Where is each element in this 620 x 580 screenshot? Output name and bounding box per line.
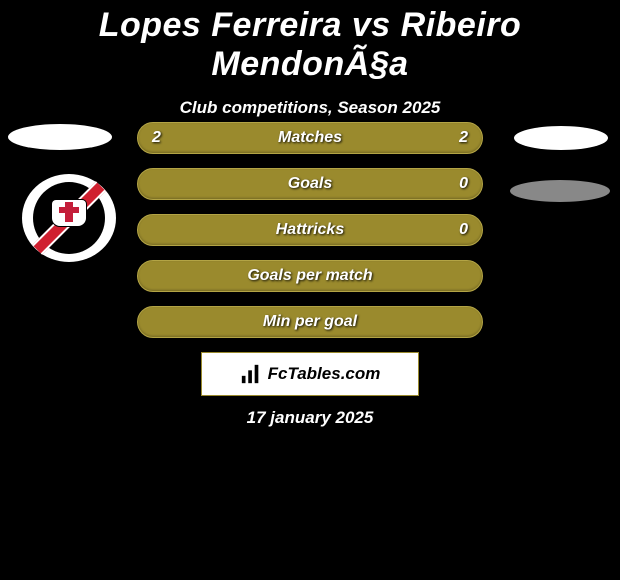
branding-box: FcTables.com <box>201 352 419 396</box>
stat-row: Goals 0 <box>137 168 483 200</box>
stat-row: Min per goal <box>137 306 483 338</box>
stat-label: Goals per match <box>247 267 372 285</box>
stat-row: Matches 2 2 <box>137 122 483 154</box>
stats-table: Matches 2 2 Goals 0 Hattricks 0 Goals per match… <box>137 122 483 352</box>
stat-row: Goals per match <box>137 260 483 292</box>
stat-label: Matches <box>278 129 342 147</box>
player2-placeholder-badge <box>514 126 608 150</box>
player1-club-badge <box>22 174 116 262</box>
stat-right-value: 2 <box>459 129 468 147</box>
player1-placeholder-badge <box>8 124 112 150</box>
stat-right-value: 0 <box>459 175 468 193</box>
player2-club-placeholder <box>510 180 610 202</box>
date-label: 17 january 2025 <box>0 408 620 428</box>
subtitle: Club competitions, Season 2025 <box>0 98 620 118</box>
page-title: Lopes Ferreira vs Ribeiro MendonÃ§a <box>0 0 620 84</box>
stat-label: Min per goal <box>263 313 357 331</box>
stat-left-value: 2 <box>152 129 161 147</box>
stat-label: Goals <box>288 175 332 193</box>
stat-right-value: 0 <box>459 221 468 239</box>
stat-row: Hattricks 0 <box>137 214 483 246</box>
bar-chart-icon <box>240 363 262 385</box>
branding-text: FcTables.com <box>268 364 381 384</box>
stat-label: Hattricks <box>276 221 344 239</box>
